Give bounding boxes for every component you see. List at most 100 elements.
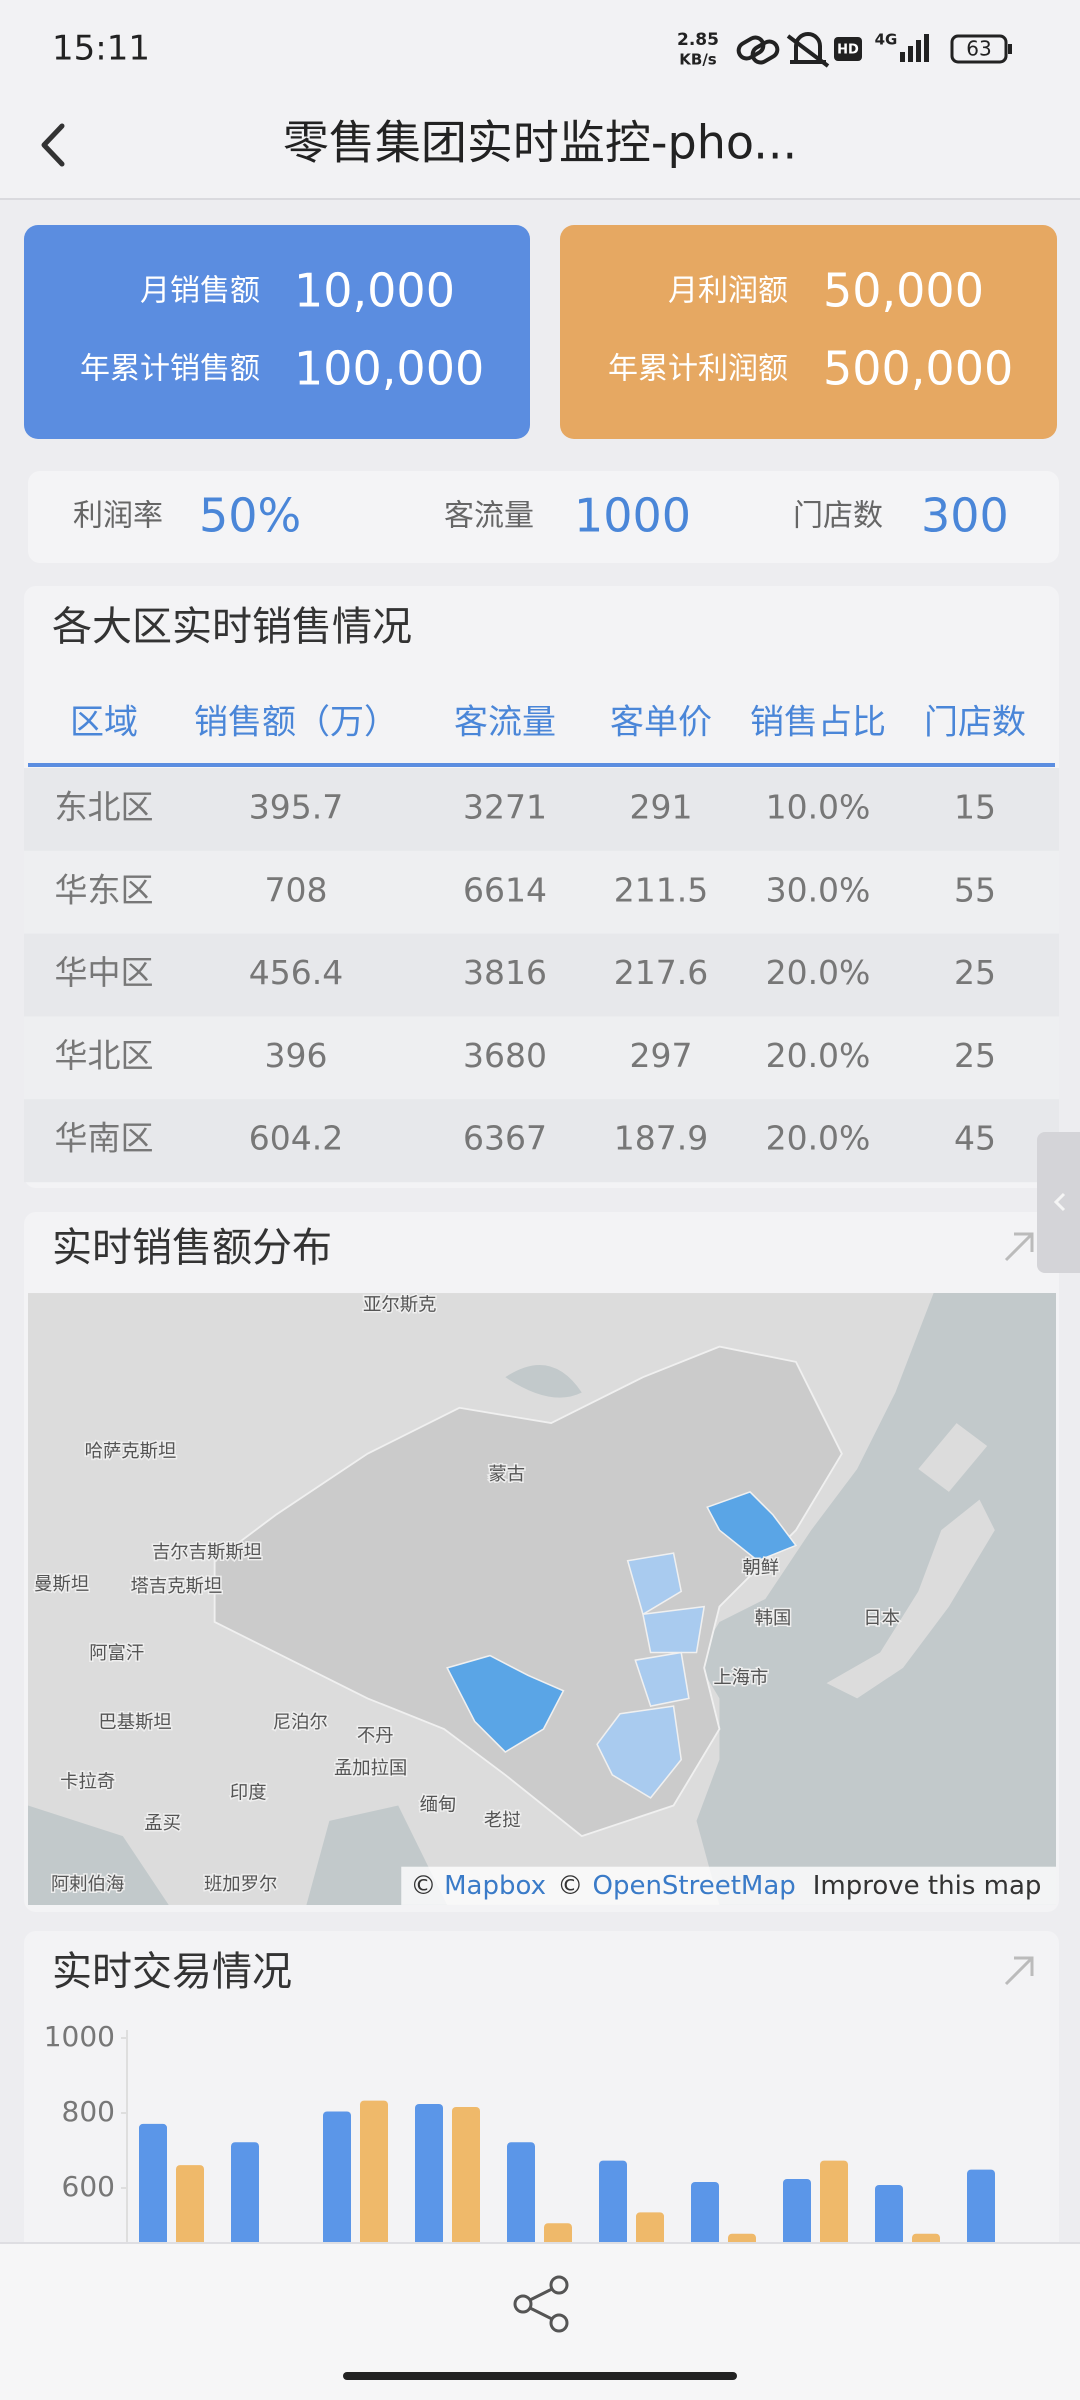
table-cell: 20.0% [766,953,871,992]
status-battery: 63 [966,37,991,61]
map-label: 蒙古 [488,1464,525,1485]
table-cell: 6614 [463,870,547,909]
expand-icon[interactable] [1004,1232,1034,1262]
status-icons [736,32,830,68]
status-time: 15:11 [52,29,150,69]
table-cell: 20.0% [766,1119,871,1158]
sales-card [24,225,530,439]
table-cell: 东北区 [55,788,154,827]
status-speed: 2.85 [677,30,719,50]
y-tick-label: 800 [62,2095,115,2128]
stat-value: 1000 [574,489,691,543]
table-cell: 395.7 [249,788,343,827]
table-cell: 456.4 [249,953,343,992]
map-label: 阿剌伯海 [51,1874,124,1895]
table-cell: 708 [265,870,328,909]
map-label: 巴基斯坦 [98,1712,171,1733]
map-attribution[interactable]: Mapbox [444,1871,546,1901]
home-indicator[interactable] [343,2372,737,2380]
kpi-value: 50,000 [823,264,984,318]
stat-label: 门店数 [793,499,883,534]
map-label: 缅甸 [420,1795,457,1816]
status-speed-unit: KB/s [679,51,717,69]
table-cell: 华南区 [55,1119,154,1158]
top-bar-bg [0,0,1080,200]
map-label: 不丹 [357,1726,394,1747]
map-label: 阿富汗 [89,1643,144,1664]
table-cell: 华中区 [55,953,154,992]
map-label: 卡拉奇 [60,1772,115,1793]
table-cell: 25 [954,1036,996,1075]
map-label: 吉尔吉斯斯坦 [152,1542,262,1563]
y-tick-label: 600 [62,2170,115,2203]
table-row [24,850,1059,934]
table-cell: 297 [630,1036,693,1075]
kpi-value: 500,000 [823,342,1013,396]
table-cell: 3271 [463,788,547,827]
column-header: 客流量 [454,703,556,743]
map-label: 尼泊尔 [273,1712,328,1733]
map-sea [28,1805,448,1905]
map-label: 上海市 [713,1668,768,1689]
map-lake [505,1364,582,1398]
table-cell: 211.5 [614,870,708,909]
hd-label: HD [837,43,859,58]
map-japan [826,1423,995,1699]
table-cell: 291 [630,788,693,827]
table-cell: 10.0% [766,788,871,827]
map-china [213,1345,843,1838]
battery-icon [950,34,1008,64]
map-title: 实时销售额分布 [52,1225,332,1271]
expand-icon[interactable] [1004,1956,1034,1986]
map-label: 朝鲜 [742,1557,779,1578]
map-label: 班加罗尔 [204,1874,277,1895]
table-cell: 华北区 [55,1036,154,1075]
table-cell: 604.2 [249,1119,343,1158]
map-attribution: Improve this map [813,1871,1042,1901]
map-attribution: © [557,1871,583,1901]
y-tick-label: 1000 [44,2020,115,2053]
kpi-label: 月利润额 [668,274,788,309]
column-header: 门店数 [924,703,1026,743]
table-cell: 55 [954,870,996,909]
map-attribution[interactable]: OpenStreetMap [592,1871,795,1901]
share-button[interactable] [513,2275,569,2333]
kpi-label: 月销售额 [140,274,260,309]
table-title: 各大区实时销售情况 [52,604,412,650]
battery-tip [1008,44,1012,54]
column-header: 销售占比 [750,703,886,743]
map-label: 孟买 [144,1813,181,1834]
table-cell: 20.0% [766,1036,871,1075]
table-cell: 3680 [463,1036,547,1075]
table-cell: 15 [954,788,996,827]
map-region-high[interactable] [446,1491,798,1753]
column-header: 销售额（万） [194,703,398,743]
table-row [24,1016,1059,1100]
status-network: 4G [875,31,898,49]
map-label: 韩国 [755,1608,792,1629]
kpi-label: 年累计销售额 [80,352,260,387]
map-label: 老挝 [484,1810,521,1831]
map-label: 印度 [230,1782,267,1803]
map-label: 曼斯坦 [34,1574,89,1595]
back-button[interactable] [41,123,65,167]
hd-icon [834,37,862,61]
map-attribution: © [410,1871,436,1901]
table-cell: 187.9 [614,1119,708,1158]
stat-value: 300 [921,489,1009,543]
map-region-low[interactable] [596,1552,706,1799]
kpi-value: 10,000 [294,264,455,318]
map-attribution-bg [401,1866,1056,1905]
profit-card [560,225,1057,439]
map-label: 塔吉克斯坦 [131,1576,223,1597]
map-label: 亚尔斯克 [363,1294,436,1315]
map-label: 日本 [863,1608,900,1629]
map-label: 孟加拉国 [334,1758,407,1779]
stat-label: 客流量 [444,499,534,534]
table-cell: 396 [265,1036,328,1075]
column-header: 客单价 [610,703,712,743]
stat-label: 利润率 [73,499,163,534]
kpi-label: 年累计利润额 [608,352,788,387]
